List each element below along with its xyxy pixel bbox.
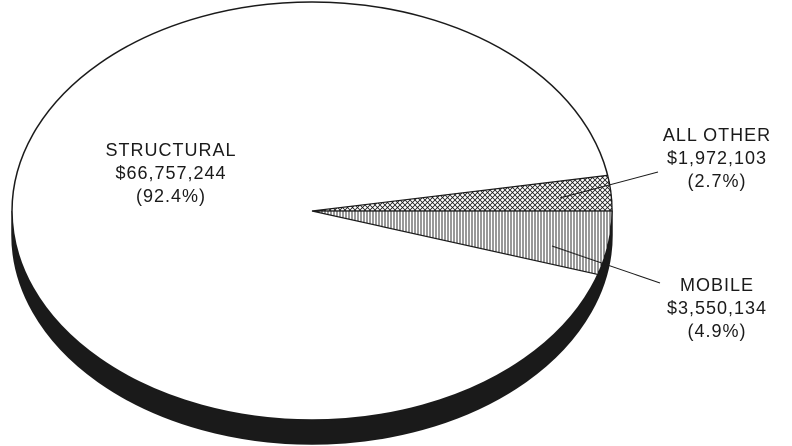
slice-label-mobile-value: $3,550,134 — [667, 298, 767, 318]
slice-label-mobile-percent: (4.9%) — [687, 321, 746, 341]
slice-label-mobile-name: MOBILE — [680, 275, 754, 295]
slice-label-structural-percent: (92.4%) — [136, 186, 206, 206]
slice-label-all-other-value: $1,972,103 — [667, 148, 767, 168]
leader-line-mobile — [551, 245, 661, 284]
slice-label-all-other-name: ALL OTHER — [663, 125, 771, 145]
slice-label-structural-name: STRUCTURAL — [105, 140, 236, 160]
pie-slice-mobile — [311, 210, 613, 276]
slice-label-all-other-percent: (2.7%) — [687, 171, 746, 191]
slice-label-structural-value: $66,757,244 — [115, 163, 226, 183]
leader-line-all-other — [559, 171, 659, 199]
